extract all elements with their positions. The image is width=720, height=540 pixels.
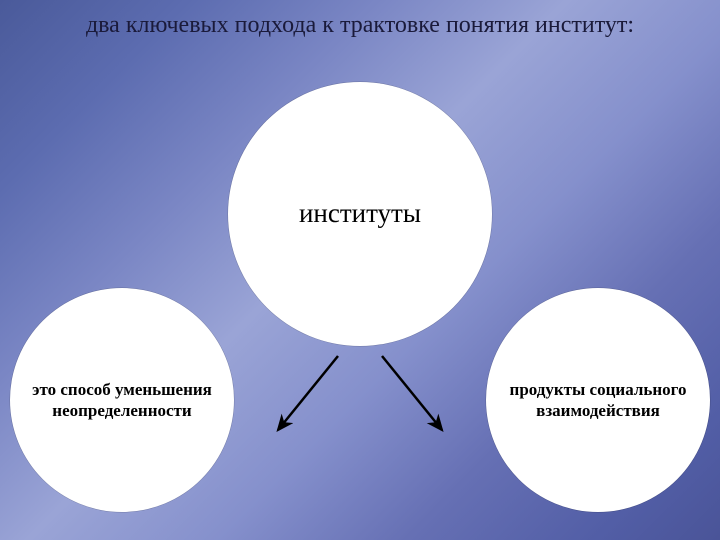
arrows-layer: [238, 348, 482, 458]
node-top-text: институты: [289, 187, 431, 241]
node-right-text: продукты социального взаимодействия: [486, 369, 710, 432]
slide-title: два ключевых подхода к трактовке понятия…: [0, 12, 720, 39]
node-left-text: это способ уменьшения неопределенности: [10, 369, 234, 432]
arrow-left: [278, 356, 338, 430]
node-top: институты: [228, 82, 492, 346]
node-right: продукты социального взаимодействия: [486, 288, 710, 512]
slide-title-text: два ключевых подхода к трактовке понятия…: [86, 12, 634, 38]
node-left: это способ уменьшения неопределенности: [10, 288, 234, 512]
arrow-right: [382, 356, 442, 430]
